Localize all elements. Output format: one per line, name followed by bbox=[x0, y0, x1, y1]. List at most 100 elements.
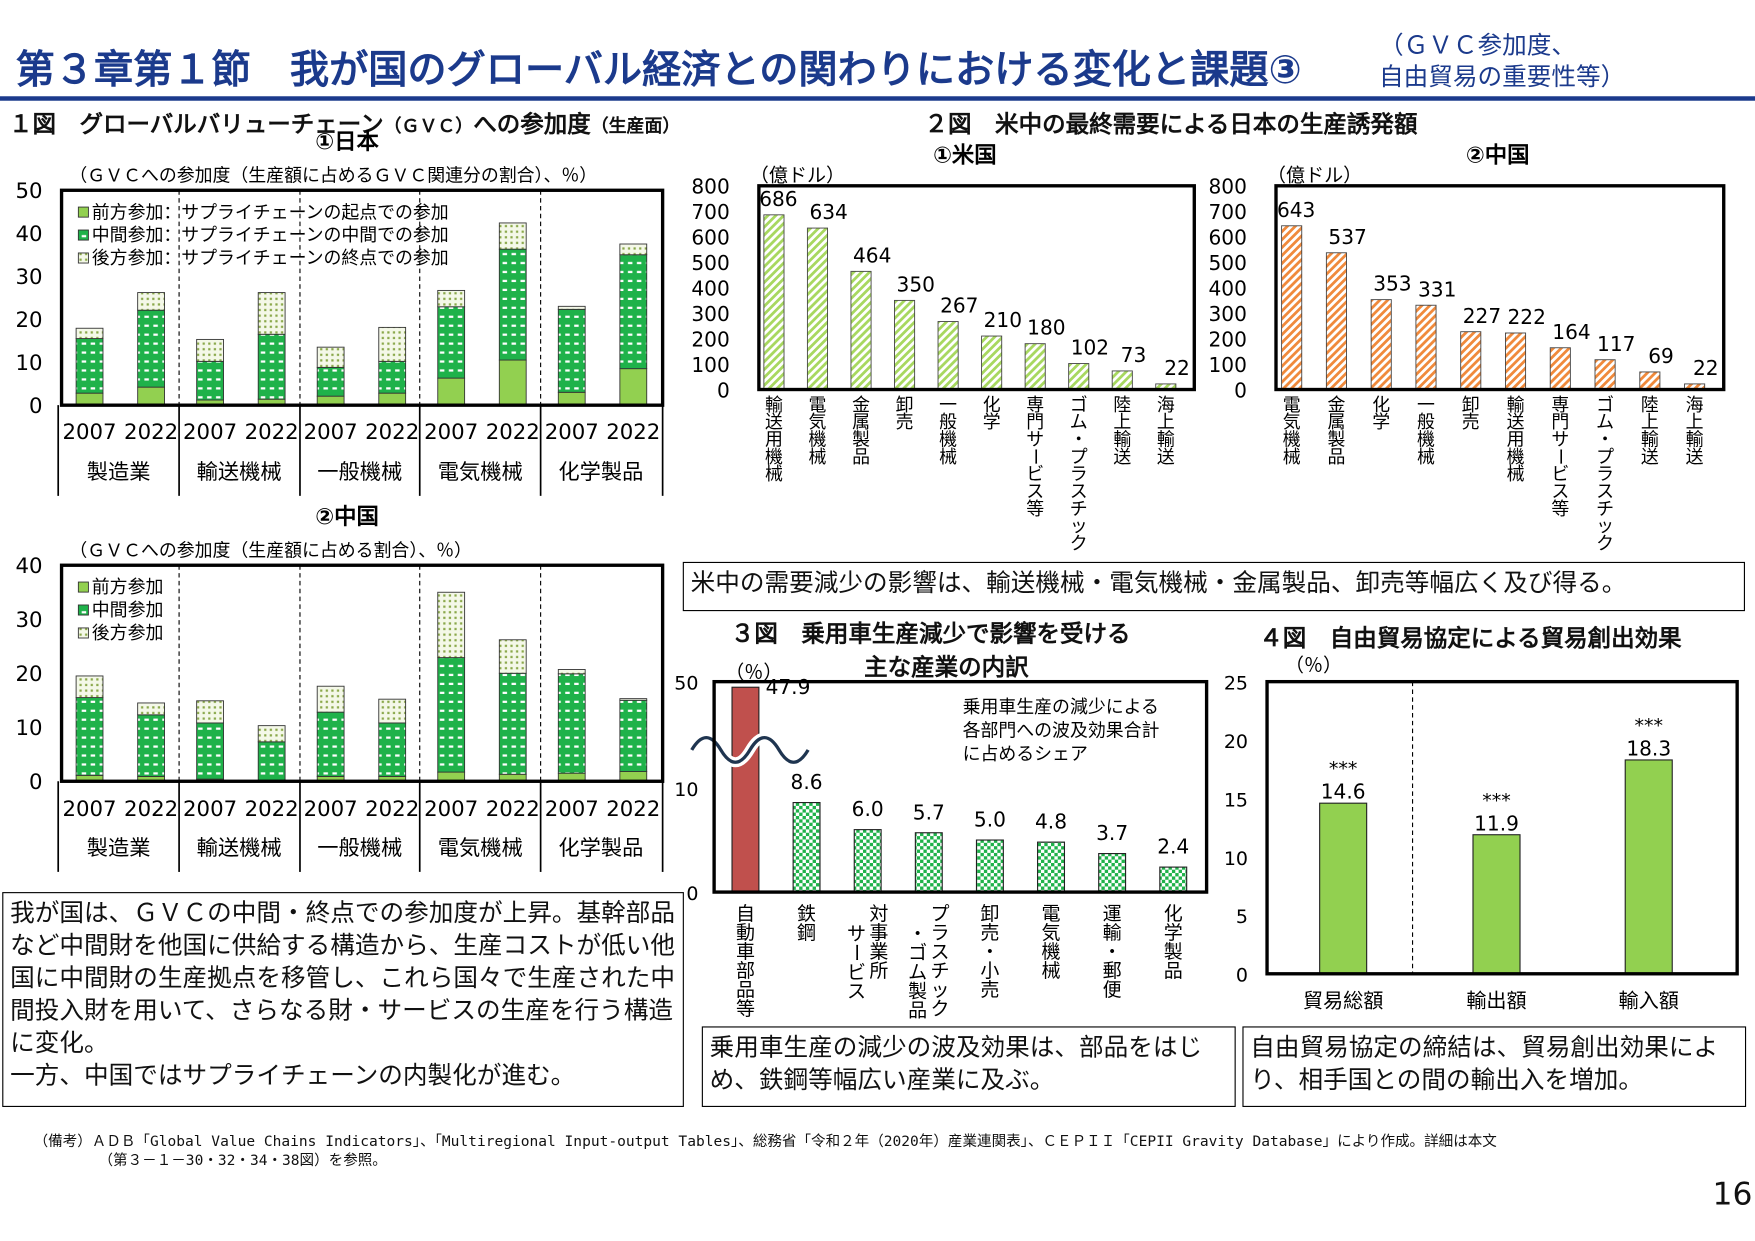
china-bar-後方参加 bbox=[437, 591, 466, 659]
year-label: 2007 bbox=[183, 797, 237, 822]
fig3-category-label: ゴ bbox=[908, 942, 927, 964]
us-category-label: ス bbox=[1070, 482, 1088, 503]
y-tick-label: 50 bbox=[15, 179, 42, 204]
group-label: 一般機械 bbox=[317, 836, 402, 861]
cn-category-label: 械 bbox=[1507, 464, 1525, 485]
us-category-label: 輸 bbox=[1113, 429, 1131, 450]
fig3-category-label: 械 bbox=[1042, 960, 1061, 982]
us-category-label: 機 bbox=[939, 429, 957, 450]
fig4-data-label: 18.3 bbox=[1626, 736, 1671, 760]
japan-bar-後方参加 bbox=[378, 326, 407, 362]
fig3-category-label: ッ bbox=[930, 979, 949, 1001]
japan-bar-後方参加 bbox=[137, 292, 165, 311]
china-bar-後方参加 bbox=[316, 685, 345, 713]
cn-category-label: ク bbox=[1596, 534, 1614, 555]
cn-category-label: 金 bbox=[1327, 395, 1345, 416]
fig3-category-label: チ bbox=[930, 960, 949, 982]
us-bar bbox=[894, 299, 916, 390]
us-ylabel: （億ドル） bbox=[750, 164, 845, 186]
fig4-bar bbox=[1319, 802, 1368, 975]
cn-data-label: 353 bbox=[1373, 272, 1411, 296]
china-bar-後方参加 bbox=[137, 702, 165, 716]
japan-bar-後方参加 bbox=[557, 305, 586, 310]
us-category-label: 門 bbox=[1026, 412, 1044, 433]
fig3-category-label: 製 bbox=[1164, 941, 1183, 963]
fig4-data-label: 14.6 bbox=[1321, 780, 1366, 804]
legend-label: 中間参加：サプライチェーンの中間での参加 bbox=[92, 225, 449, 246]
fig4-significance: *** bbox=[1482, 790, 1511, 812]
fig3-category-label: ラ bbox=[930, 922, 949, 944]
fig4-significance: *** bbox=[1634, 715, 1663, 737]
cn-category-label: 般 bbox=[1417, 412, 1435, 433]
fig3-plot-frame bbox=[712, 679, 1209, 894]
us-category-label: 属 bbox=[852, 412, 870, 433]
fig3-category-label: 小 bbox=[980, 960, 999, 982]
fig3-category-label: 学 bbox=[1164, 922, 1183, 944]
y-tick-label: 300 bbox=[1208, 302, 1246, 326]
cn-data-label: 22 bbox=[1693, 356, 1719, 380]
fig3-category-label: ・ bbox=[980, 941, 999, 963]
legend-label: 後方参加：サプライチェーンの終点での参加 bbox=[92, 248, 449, 269]
cn-bar bbox=[1415, 304, 1437, 390]
cn-bar bbox=[1639, 371, 1661, 390]
fig1-title-production: （生産面） bbox=[590, 115, 681, 137]
cn-category-label: 等 bbox=[1551, 499, 1569, 520]
us-data-label: 267 bbox=[940, 294, 978, 318]
us-bar bbox=[763, 214, 785, 390]
cn-bar bbox=[1460, 331, 1482, 390]
us-category-label: 気 bbox=[809, 412, 827, 433]
japan-bar-中間参加 bbox=[316, 366, 345, 397]
legend-swatch bbox=[77, 252, 89, 264]
year-label: 2022 bbox=[486, 797, 540, 822]
fig3-title2: 主な産業の内訳 bbox=[864, 653, 1029, 681]
fig3-category-label: 電 bbox=[1042, 903, 1061, 925]
cn-category-label: 送 bbox=[1686, 447, 1704, 468]
y-tick-label: 0 bbox=[717, 378, 730, 402]
fig3-annotation: に占めるシェア bbox=[963, 744, 1088, 765]
fig3-category-label: 化 bbox=[1164, 903, 1183, 925]
us-category-label: 売 bbox=[896, 412, 914, 433]
china-bar-後方参加 bbox=[498, 639, 527, 674]
fig3-category-label: ・ bbox=[908, 923, 927, 945]
japan-bar-前方参加 bbox=[137, 386, 165, 406]
cn-category-label: 属 bbox=[1327, 412, 1345, 433]
fig4-bar bbox=[1624, 759, 1673, 975]
y-tick-label: 0 bbox=[1234, 378, 1247, 402]
y-tick-label: 0 bbox=[1236, 965, 1248, 987]
fig3-data-label: 5.0 bbox=[974, 808, 1006, 832]
group-label: 電気機械 bbox=[438, 836, 523, 861]
year-label: 2022 bbox=[124, 420, 178, 445]
china-bar-後方参加 bbox=[557, 669, 586, 675]
group-label: 製造業 bbox=[87, 836, 151, 861]
page-subtitle: （ＧＶＣ参加度、 自由貿易の重要性等） bbox=[1379, 31, 1625, 94]
us-data-label: 350 bbox=[897, 272, 935, 296]
fig3-category-label: 輸 bbox=[1103, 922, 1122, 944]
fig4-ylabel: （％） bbox=[1285, 655, 1342, 677]
china-bar-中間参加 bbox=[257, 741, 286, 782]
fig3-category-label: プ bbox=[930, 903, 949, 925]
year-label: 2007 bbox=[62, 797, 116, 822]
japan-bar-中間参加 bbox=[257, 333, 286, 400]
japan-title: ①日本 bbox=[315, 129, 379, 155]
us-category-label: 品 bbox=[852, 447, 870, 468]
fig3-category-label: ク bbox=[930, 998, 949, 1020]
fig4-category-label: 輸入額 bbox=[1619, 988, 1679, 1012]
us-category-label: ス bbox=[1026, 482, 1044, 503]
us-category-label: 製 bbox=[852, 429, 870, 450]
y-tick-label: 10 bbox=[674, 779, 698, 801]
cn-category-label: 機 bbox=[1507, 447, 1525, 468]
legend-swatch bbox=[77, 627, 89, 639]
group-label: 化学製品 bbox=[558, 460, 643, 485]
us-category-label: 陸 bbox=[1113, 395, 1131, 416]
us-category-label: 械 bbox=[809, 447, 827, 468]
y-tick-label: 400 bbox=[691, 276, 729, 300]
cn-category-label: チ bbox=[1596, 499, 1614, 520]
cn-data-label: 537 bbox=[1328, 225, 1366, 249]
china-bar-中間参加 bbox=[619, 699, 648, 772]
cn-data-label: 69 bbox=[1648, 344, 1674, 368]
us-category-label: 上 bbox=[1157, 412, 1175, 433]
fig3-bar bbox=[792, 802, 821, 893]
year-label: 2007 bbox=[424, 420, 478, 445]
us-bar bbox=[981, 335, 1003, 390]
japan-bar-中間参加 bbox=[196, 360, 224, 401]
